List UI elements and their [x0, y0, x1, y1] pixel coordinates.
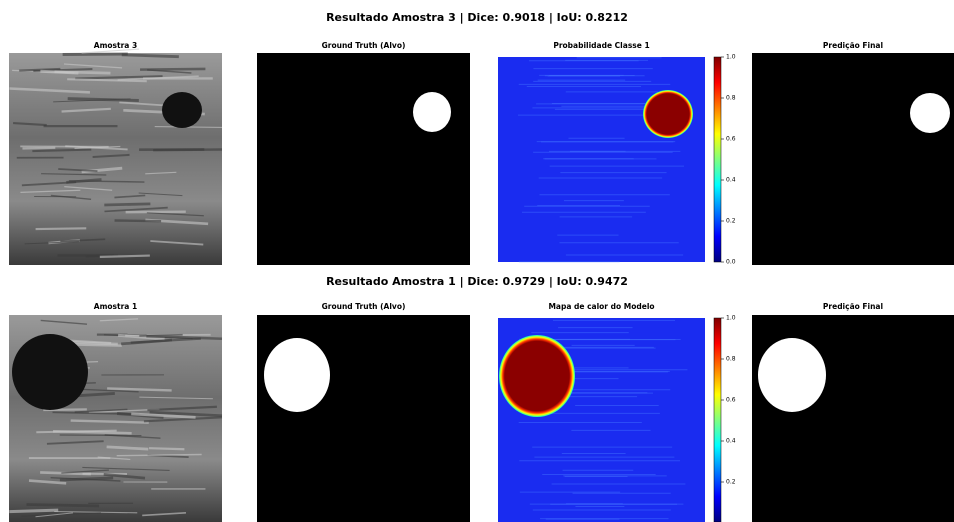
mask-region [264, 338, 330, 412]
mask-region [910, 93, 950, 133]
colorbar-tick-label: 0.8 [726, 356, 736, 363]
panel-title: Amostra 3 [94, 41, 137, 50]
tissue-streak [60, 435, 142, 436]
tissue-streak [122, 55, 179, 57]
colorbar-tick-label: 1.0 [726, 315, 736, 322]
panel-title: Mapa de calor do Modelo [548, 302, 654, 311]
row-title: Resultado Amostra 1 | Dice: 0.9729 | IoU… [326, 275, 628, 288]
ultrasound-image [9, 53, 222, 265]
colorbar-tick-label: 0.2 [726, 218, 736, 225]
mask-region [758, 338, 826, 412]
panel-title: Amostra 1 [94, 302, 137, 311]
mask-background [752, 53, 954, 265]
colorbar-tick-label: 0.2 [726, 479, 736, 486]
heatmap-hotspot [643, 90, 693, 138]
tissue-streak [153, 150, 222, 151]
tissue-streak [115, 221, 162, 222]
panel-title: Ground Truth (Alvo) [322, 302, 406, 311]
colorbar-tick-label: 0.4 [726, 177, 736, 184]
tissue-streak [104, 204, 150, 205]
panel-title: Ground Truth (Alvo) [322, 41, 406, 50]
tissue-streak [100, 256, 150, 257]
panel-title: Predição Final [823, 302, 883, 311]
lesion [12, 334, 88, 410]
colorbar [714, 57, 721, 262]
tissue-streak [55, 72, 111, 73]
figure: Resultado Amostra 3 | Dice: 0.9018 | IoU… [0, 0, 954, 522]
tissue-streak [26, 505, 99, 506]
mask-region [413, 92, 451, 132]
colorbar-tick-label: 0.4 [726, 438, 736, 445]
mask-background [257, 53, 470, 265]
heatmap [498, 57, 705, 262]
colorbar-tick-label: 0.8 [726, 95, 736, 102]
colorbar-tick-label: 0.6 [726, 397, 736, 404]
colorbar-tick-label: 0.6 [726, 136, 736, 143]
lesion [162, 92, 202, 128]
heatmap-hotspot [499, 335, 575, 417]
colorbar [714, 318, 721, 522]
row-title: Resultado Amostra 3 | Dice: 0.9018 | IoU… [326, 11, 628, 24]
panel-title: Probabilidade Classe 1 [553, 41, 649, 50]
tissue-streak [22, 148, 55, 149]
tissue-streak [149, 448, 184, 449]
tissue-streak [36, 228, 87, 229]
colorbar-tick-label: 0.0 [726, 259, 736, 266]
tissue-streak [9, 510, 58, 511]
panel-title: Predição Final [823, 41, 883, 50]
colorbar-tick-label: 1.0 [726, 54, 736, 61]
